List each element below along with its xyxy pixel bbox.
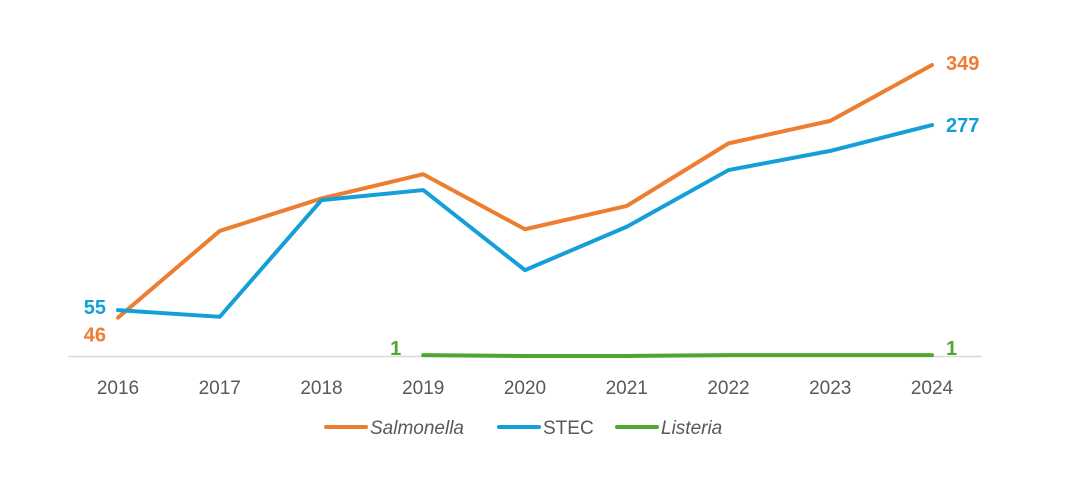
- data-label: 1: [946, 338, 957, 360]
- legend-label: Salmonella: [370, 418, 464, 439]
- x-tick-label: 2023: [809, 378, 851, 399]
- legend-item-stec: STEC: [497, 418, 594, 439]
- series-line-listeria: [421, 353, 934, 358]
- legend-item-salmonella: Salmonella: [324, 418, 464, 439]
- data-label: 349: [946, 53, 979, 75]
- x-tick-label: 2017: [199, 378, 241, 399]
- x-tick-label: 2016: [97, 378, 139, 399]
- legend-label: STEC: [543, 418, 594, 439]
- data-label: 46: [84, 325, 106, 347]
- x-tick-label: 2024: [911, 378, 954, 399]
- data-label: 1: [390, 338, 401, 360]
- x-tick-label: 2019: [402, 378, 444, 399]
- x-tick-label: 2022: [707, 378, 749, 399]
- x-tick-label: 2020: [504, 378, 546, 399]
- data-label: 55: [84, 297, 106, 319]
- x-tick-label: 2021: [606, 378, 648, 399]
- legend-label: Listeria: [661, 418, 722, 439]
- x-tick-label: 2018: [300, 378, 342, 399]
- legend-item-listeria: Listeria: [615, 418, 722, 439]
- series-line-salmonella: [116, 63, 934, 320]
- data-label: 277: [946, 115, 979, 137]
- series-line-stec: [116, 123, 934, 319]
